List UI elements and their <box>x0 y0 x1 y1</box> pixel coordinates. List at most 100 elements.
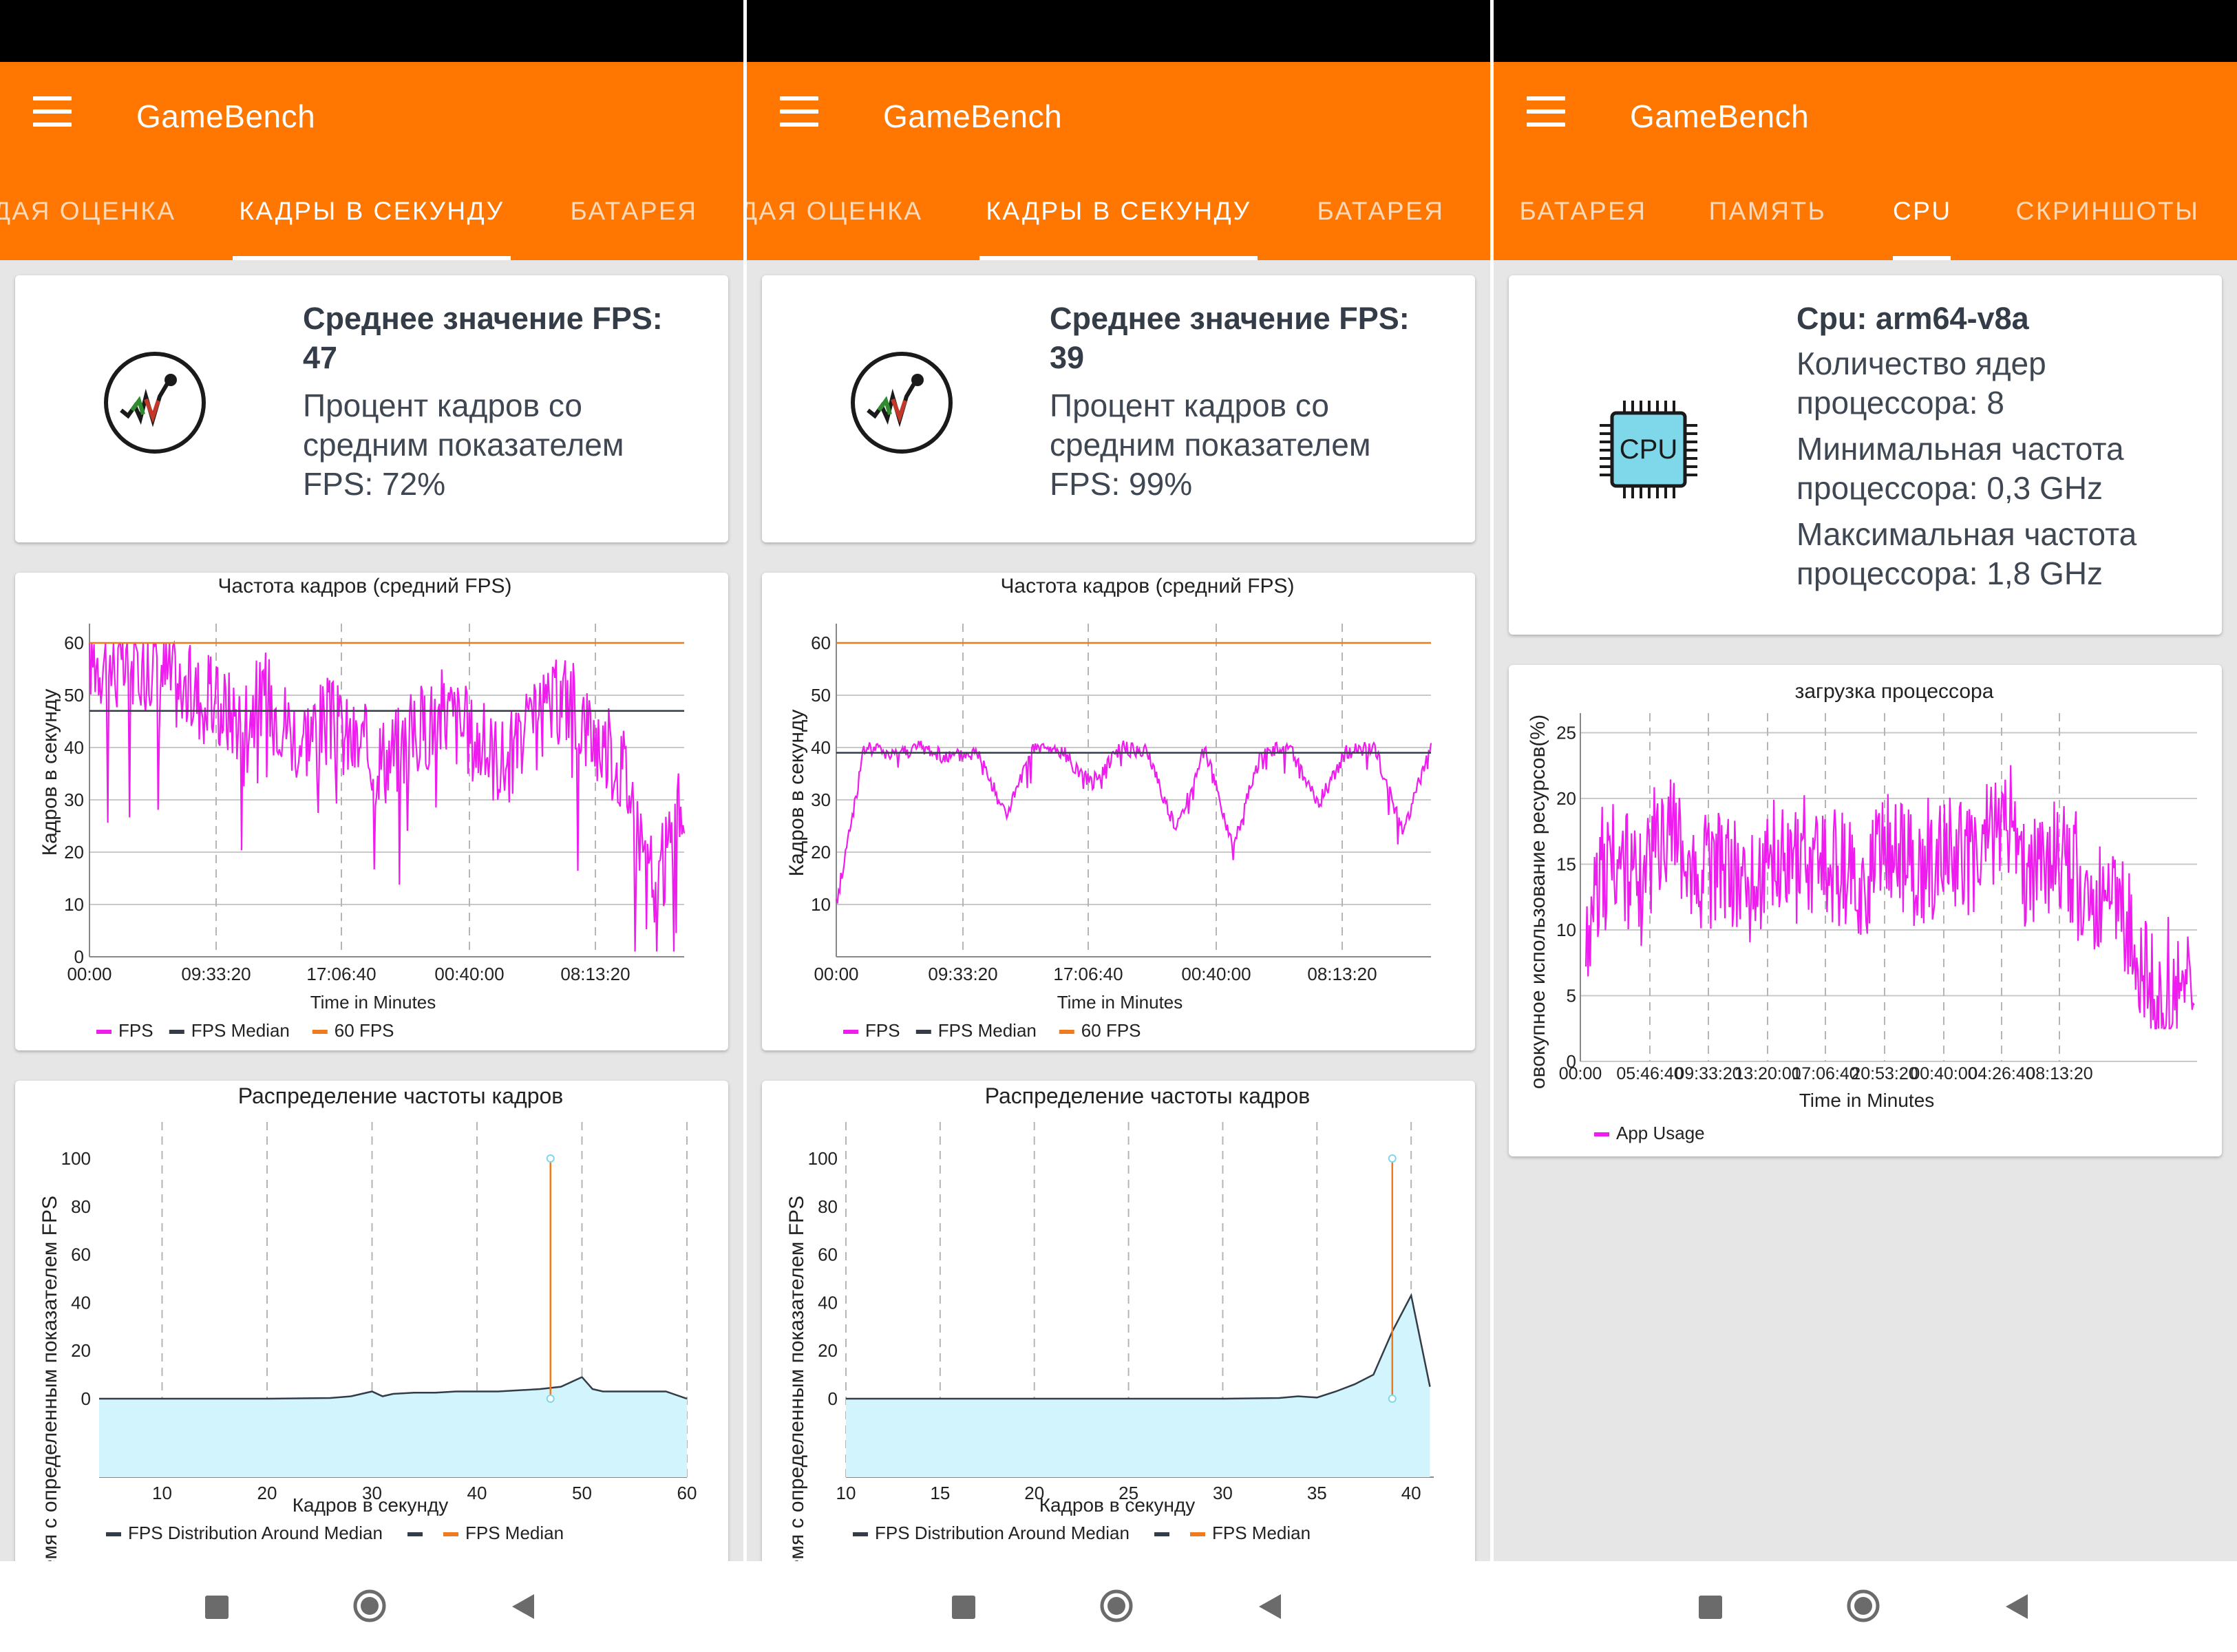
x-tick-label: 00:00 <box>1559 1064 1602 1083</box>
cpu-min-freq-value: процессора: 0,3 GHz <box>1796 470 2103 506</box>
x-tick-label: 08:13:20 <box>1307 964 1377 984</box>
median-percent-value: FPS: 99% <box>1050 466 1193 502</box>
y-axis-label: Кадров в секунду <box>39 689 61 856</box>
app-title: GameBench <box>136 98 316 134</box>
median-percent-line1: Процент кадров со <box>1050 388 1329 423</box>
x-tick-label: 17:06:40 <box>1053 964 1123 984</box>
legend-label: FPS Median <box>1212 1523 1311 1543</box>
tab-overall-rating[interactable]: ДАЯ ОЦЕНКА <box>0 197 176 225</box>
cpu-icon: CPU <box>1600 401 1697 498</box>
chart-title: Распределение частоты кадров <box>985 1083 1311 1108</box>
app-title: GameBench <box>1630 98 1810 134</box>
x-tick-label: 25 <box>1118 1483 1138 1503</box>
tab-battery[interactable]: БАТАРЕЯ <box>1317 197 1445 225</box>
tab-fps[interactable]: КАДРЫ В СЕКУНДУ <box>979 197 1258 260</box>
x-tick-label: 30 <box>362 1483 382 1503</box>
recents-icon[interactable] <box>1699 1596 1722 1619</box>
x-tick-label: 00:40:00 <box>1181 964 1251 984</box>
tab-battery[interactable]: БАТАРЕЯ <box>1519 197 1647 225</box>
median-percent-value: FPS: 72% <box>303 466 446 502</box>
fps-graph-icon <box>104 352 206 454</box>
y-tick-label: 80 <box>71 1196 91 1217</box>
home-icon[interactable] <box>1846 1589 1880 1623</box>
back-icon[interactable] <box>509 1591 537 1622</box>
x-tick-label: 04:26:40 <box>1968 1064 2035 1083</box>
nav-bar <box>747 1561 1490 1652</box>
tab-cpu[interactable]: CPU <box>1893 197 1951 260</box>
legend-swatch <box>312 1030 328 1034</box>
cpu-summary-card: CPU Cpu: arm64-v8a Количество ядер проце… <box>1509 275 2222 635</box>
y-tick-label: 5 <box>1567 986 1576 1006</box>
distribution-area <box>99 1377 687 1477</box>
legend-swatch <box>843 1030 858 1034</box>
home-icon[interactable] <box>1099 1589 1134 1623</box>
fps-distribution-card: Распределение частоты кадров 0 20 40 60 80 10… <box>15 1081 728 1576</box>
home-icon[interactable] <box>352 1589 387 1623</box>
fps-summary-card: Среднее значение FPS: 47 Процент кадров … <box>15 275 728 542</box>
y-tick-label: 20 <box>811 842 831 862</box>
tab-memory[interactable]: ПАМЯТЬ <box>1708 197 1827 225</box>
menu-icon[interactable] <box>780 96 818 127</box>
legend-label: FPS <box>865 1020 900 1041</box>
tab-screenshots[interactable]: СКРИНШОТЫ <box>2015 197 2200 225</box>
chart-title: Распределение частоты кадров <box>238 1083 564 1108</box>
y-tick-label: 40 <box>64 737 84 758</box>
median-percent-line2: средним показателем <box>1050 427 1371 463</box>
x-tick-label: 09:33:20 <box>928 964 997 984</box>
menu-icon[interactable] <box>33 96 72 127</box>
y-tick-label: 0 <box>74 946 84 967</box>
menu-icon[interactable] <box>1527 96 1565 127</box>
x-tick-label: 08:13:20 <box>560 964 630 984</box>
recents-icon[interactable] <box>205 1596 229 1619</box>
y-tick-label: 50 <box>64 685 84 706</box>
status-bar <box>0 0 743 62</box>
legend-swatch <box>915 1030 931 1034</box>
median-marker-point <box>546 1154 555 1163</box>
y-axis-label: ремя с определенным показателем FPS <box>39 1196 61 1576</box>
x-axis-label: Кадров в секунду <box>293 1494 449 1516</box>
fps-distribution-chart: Распределение частоты кадров 0 20 40 60 80 10… <box>785 1083 1434 1576</box>
x-tick-label: 40 <box>1401 1483 1421 1503</box>
median-marker-point <box>1388 1154 1397 1163</box>
tab-battery[interactable]: БАТАРЕЯ <box>570 197 698 225</box>
legend-label: FPS Distribution Around Median <box>875 1523 1130 1543</box>
legend-swatch <box>1154 1532 1169 1536</box>
avg-fps-label: Среднее значение FPS: <box>303 301 663 336</box>
y-tick-label: 100 <box>61 1148 91 1169</box>
y-tick-label: 0 <box>81 1388 91 1409</box>
x-tick-label: 13:20:00 <box>1734 1064 1801 1083</box>
back-icon[interactable] <box>2003 1591 2031 1622</box>
x-tick-label: 00:40:00 <box>1910 1064 1977 1083</box>
app-bar: GameBench ДАЯ ОЦЕНКА КАДРЫ В СЕКУНДУ БАТ… <box>0 62 743 260</box>
y-tick-label: 0 <box>1567 1051 1576 1072</box>
y-tick-label: 80 <box>818 1196 838 1217</box>
chart-title: Частота кадров (средний FPS) <box>218 575 511 597</box>
legend-swatch <box>407 1532 423 1536</box>
median-percent-line2: средним показателем <box>303 427 624 463</box>
y-tick-label: 60 <box>64 633 84 653</box>
tab-overall-rating[interactable]: ДАЯ ОЦЕНКА <box>747 197 923 225</box>
distribution-line <box>846 1293 1431 1400</box>
legend-label: FPS Distribution Around Median <box>128 1523 383 1543</box>
back-icon[interactable] <box>1256 1591 1284 1622</box>
x-axis-label: Кадров в секунду <box>1039 1494 1196 1516</box>
legend-swatch <box>96 1030 112 1034</box>
y-tick-label: 25 <box>1556 723 1576 743</box>
x-tick-label: 00:00 <box>814 964 858 984</box>
y-tick-label: 0 <box>828 1388 838 1409</box>
median-marker-point <box>546 1395 555 1403</box>
y-axis-label: овокупное использование ресурсов(%) <box>1527 714 1549 1089</box>
recents-icon[interactable] <box>952 1596 975 1619</box>
fps-distribution-card: Распределение частоты кадров 0 20 40 60 80 10… <box>762 1081 1475 1576</box>
legend-swatch <box>1059 1030 1074 1034</box>
legend-swatch <box>1190 1532 1205 1536</box>
app-bar: GameBench ДАЯ ОЦЕНКА КАДРЫ В СЕКУНДУ БАТ… <box>747 62 1490 260</box>
legend-label: FPS Median <box>938 1020 1037 1041</box>
x-tick-label: 09:33:20 <box>181 964 251 984</box>
fps-series-line <box>835 740 1432 904</box>
app-bar: GameBench БАТАРЕЯ ПАМЯТЬ CPU СКРИНШОТЫ <box>1494 62 2237 260</box>
cpu-icon-label: CPU <box>1620 434 1677 465</box>
legend-swatch <box>106 1532 121 1536</box>
tab-fps[interactable]: КАДРЫ В СЕКУНДУ <box>233 197 511 260</box>
y-tick-label: 60 <box>71 1245 91 1265</box>
